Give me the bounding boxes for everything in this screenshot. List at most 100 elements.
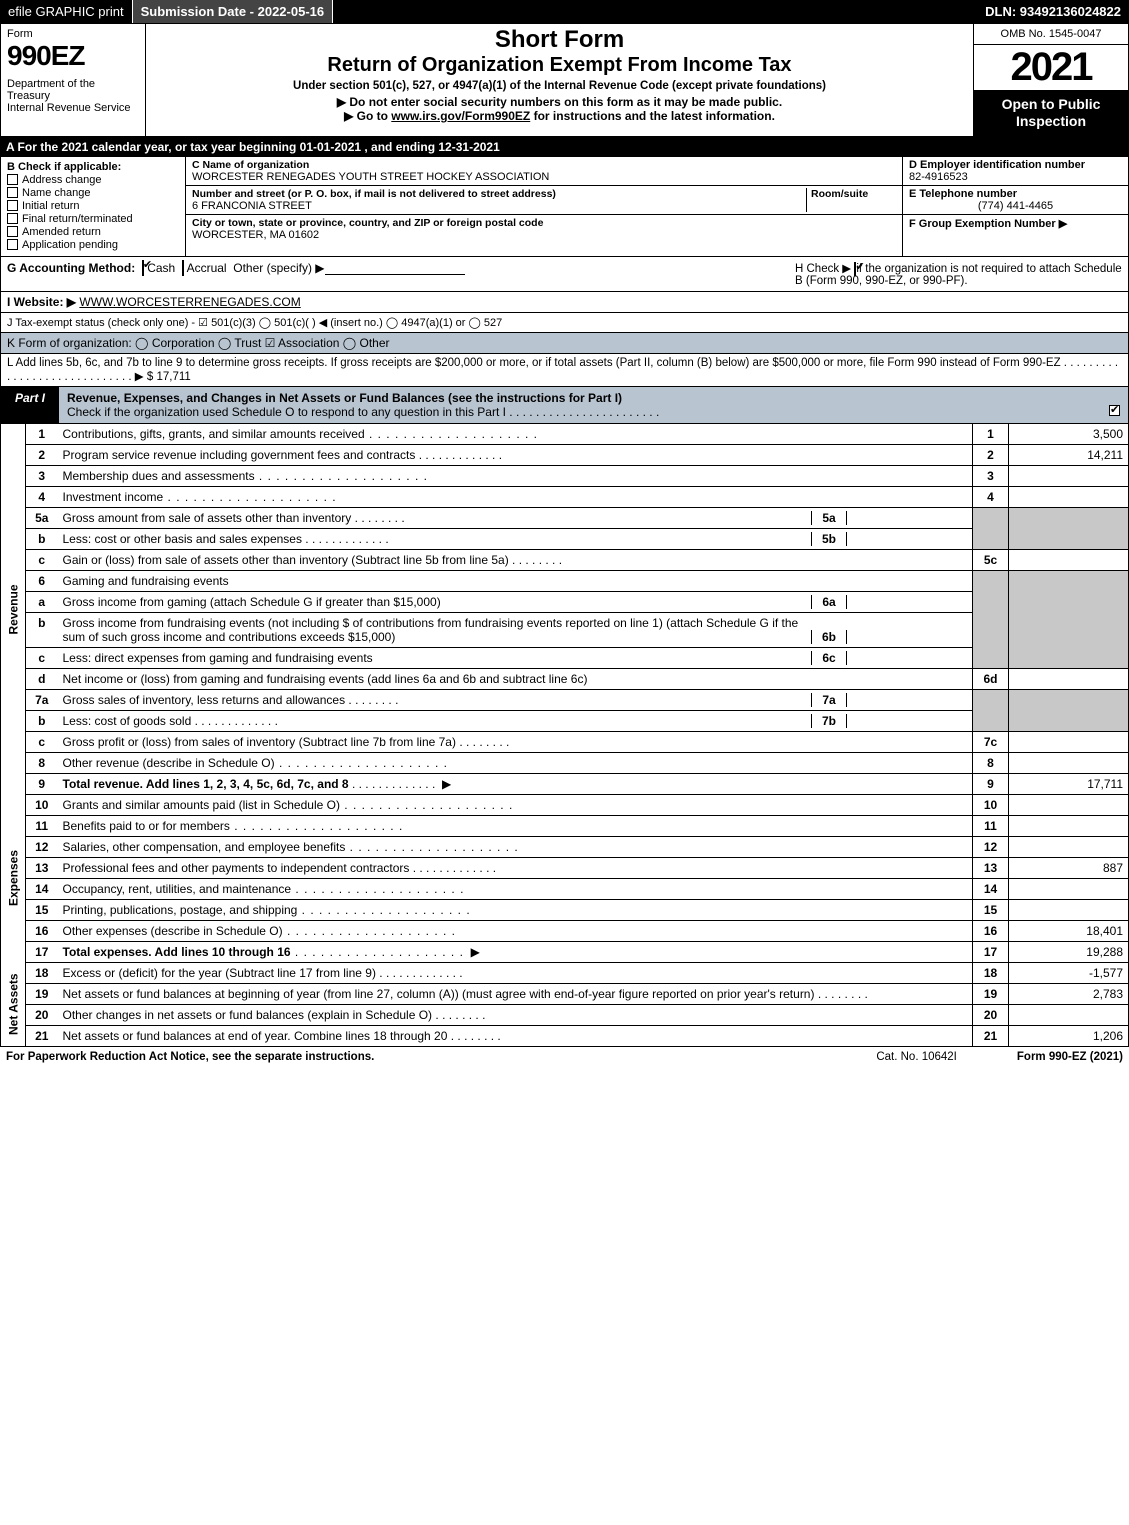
row-I: I Website: ▶ WWW.WORCESTERRENEGADES.COM (0, 292, 1129, 313)
amt-2: 14,211 (1009, 444, 1129, 465)
col-D: D Employer identification number 82-4916… (903, 157, 1128, 256)
line-13: Professional fees and other payments to … (58, 857, 973, 878)
side-expenses: Expenses (1, 794, 26, 962)
line-18: Excess or (deficit) for the year (Subtra… (58, 962, 973, 983)
line-10: Grants and similar amounts paid (list in… (58, 794, 973, 815)
other-specify-line (325, 263, 465, 275)
chk-name-change[interactable]: Name change (7, 187, 179, 199)
row-A: A For the 2021 calendar year, or tax yea… (0, 137, 1129, 157)
block-BCD: B Check if applicable: Address change Na… (0, 157, 1129, 257)
G-label: G Accounting Method: (7, 261, 135, 275)
amt-8 (1009, 752, 1129, 773)
amt-6d (1009, 668, 1129, 689)
org-city: WORCESTER, MA 01602 (192, 229, 896, 241)
inspection-badge: Open to Public Inspection (974, 90, 1128, 136)
ein: 82-4916523 (909, 171, 1122, 183)
amt-10 (1009, 794, 1129, 815)
line-3: Membership dues and assessments (58, 465, 973, 486)
tax-year: 2021 (974, 45, 1128, 90)
C-street-block: Number and street (or P. O. box, if mail… (186, 186, 902, 215)
amt-19: 2,783 (1009, 983, 1129, 1004)
department: Department of the Treasury Internal Reve… (7, 78, 139, 114)
chk-cash[interactable] (142, 260, 144, 276)
amt-5c (1009, 549, 1129, 570)
org-name: WORCESTER RENEGADES YOUTH STREET HOCKEY … (192, 171, 896, 183)
H-block: H Check ▶ if the organization is not req… (787, 261, 1122, 287)
F-group: F Group Exemption Number ▶ (903, 215, 1128, 232)
line-15: Printing, publications, postage, and shi… (58, 899, 973, 920)
omb-number: OMB No. 1545-0047 (974, 24, 1128, 45)
chk-final-return[interactable]: Final return/terminated (7, 213, 179, 225)
chk-address-change[interactable]: Address change (7, 174, 179, 186)
submission-date: Submission Date - 2022-05-16 (133, 0, 334, 23)
amt-15 (1009, 899, 1129, 920)
line-7c: Gross profit or (loss) from sales of inv… (58, 731, 973, 752)
amt-13: 887 (1009, 857, 1129, 878)
irs-link[interactable]: www.irs.gov/Form990EZ (391, 109, 530, 123)
form-number: 990EZ (7, 40, 139, 72)
page-footer: For Paperwork Reduction Act Notice, see … (0, 1047, 1129, 1067)
line-6a: Gross income from gaming (attach Schedul… (58, 591, 973, 612)
row-K: K Form of organization: ◯ Corporation ◯ … (0, 333, 1129, 354)
line-12: Salaries, other compensation, and employ… (58, 836, 973, 857)
line-5c: Gain or (loss) from sale of assets other… (58, 549, 973, 570)
amt-11 (1009, 815, 1129, 836)
part1-header: Part I Revenue, Expenses, and Changes in… (0, 387, 1129, 424)
header-right: OMB No. 1545-0047 2021 Open to Public In… (973, 24, 1128, 136)
col-B: B Check if applicable: Address change Na… (1, 157, 186, 256)
form-ref: Form 990-EZ (2021) (1017, 1051, 1123, 1063)
line-4: Investment income (58, 486, 973, 507)
form-header: Form 990EZ Department of the Treasury In… (0, 23, 1129, 137)
amt-3 (1009, 465, 1129, 486)
note-ssn: ▶ Do not enter social security numbers o… (154, 95, 965, 109)
amt-4 (1009, 486, 1129, 507)
amt-1: 3,500 (1009, 424, 1129, 445)
line-2: Program service revenue including govern… (58, 444, 973, 465)
amt-9: 17,711 (1009, 773, 1129, 794)
col-C: C Name of organization WORCESTER RENEGAD… (186, 157, 903, 256)
line-6d: Net income or (loss) from gaming and fun… (58, 668, 973, 689)
chk-part1-scheduleO[interactable] (1109, 405, 1120, 416)
header-left: Form 990EZ Department of the Treasury In… (1, 24, 146, 136)
line-11: Benefits paid to or for members (58, 815, 973, 836)
top-bar: efile GRAPHIC print Submission Date - 20… (0, 0, 1129, 23)
E-tel: E Telephone number (774) 441-4465 (903, 186, 1128, 215)
line-6: Gaming and fundraising events (58, 570, 973, 591)
side-revenue: Revenue (1, 424, 26, 795)
chk-accrual[interactable] (182, 260, 184, 276)
amt-16: 18,401 (1009, 920, 1129, 941)
title-short-form: Short Form (154, 26, 965, 54)
header-mid: Short Form Return of Organization Exempt… (146, 24, 973, 136)
line-16: Other expenses (describe in Schedule O) (58, 920, 973, 941)
title-main: Return of Organization Exempt From Incom… (154, 54, 965, 77)
lines-table: Revenue 1Contributions, gifts, grants, a… (0, 424, 1129, 1047)
line-9: Total revenue. Add lines 1, 2, 3, 4, 5c,… (58, 773, 973, 794)
efile-label: efile GRAPHIC print (0, 0, 133, 23)
pra-notice: For Paperwork Reduction Act Notice, see … (6, 1051, 876, 1063)
part1-title: Revenue, Expenses, and Changes in Net As… (59, 387, 1128, 423)
part1-tab: Part I (1, 387, 59, 423)
line-5a: Gross amount from sale of assets other t… (58, 507, 973, 528)
line-21: Net assets or fund balances at end of ye… (58, 1025, 973, 1046)
amt-21: 1,206 (1009, 1025, 1129, 1046)
website-link[interactable]: WWW.WORCESTERRENEGADES.COM (79, 295, 300, 309)
line-7a: Gross sales of inventory, less returns a… (58, 689, 973, 710)
line-5b: Less: cost or other basis and sales expe… (58, 528, 973, 549)
C-city-block: City or town, state or province, country… (186, 215, 902, 243)
form-label: Form (7, 28, 139, 40)
dln: DLN: 93492136024822 (977, 0, 1129, 23)
line-19: Net assets or fund balances at beginning… (58, 983, 973, 1004)
side-net-assets: Net Assets (1, 962, 26, 1046)
row-L: L Add lines 5b, 6c, and 7b to line 9 to … (0, 354, 1129, 387)
line-1: Contributions, gifts, grants, and simila… (58, 424, 973, 445)
chk-initial-return[interactable]: Initial return (7, 200, 179, 212)
line-7b: Less: cost of goods sold7b (58, 710, 973, 731)
amt-7c (1009, 731, 1129, 752)
org-street: 6 FRANCONIA STREET (192, 200, 806, 212)
line-17: Total expenses. Add lines 10 through 16 … (58, 941, 973, 962)
chk-amended-return[interactable]: Amended return (7, 226, 179, 238)
note-link: ▶ Go to www.irs.gov/Form990EZ for instru… (154, 109, 965, 123)
B-label: B Check if applicable: (7, 161, 179, 173)
C-name-block: C Name of organization WORCESTER RENEGAD… (186, 157, 902, 186)
chk-application-pending[interactable]: Application pending (7, 239, 179, 251)
